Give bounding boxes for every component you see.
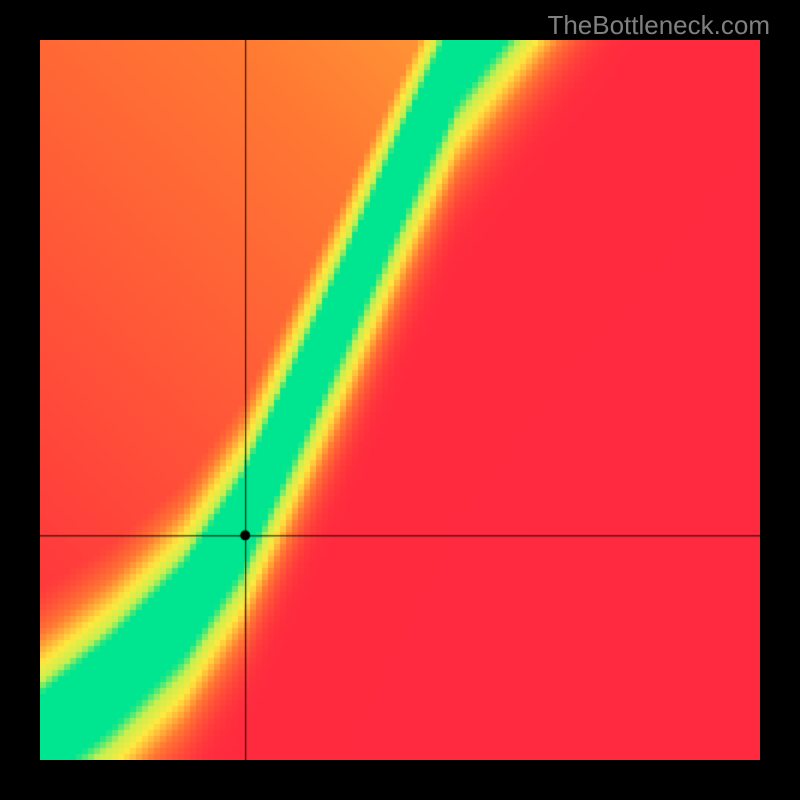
watermark-text: TheBottleneck.com — [547, 10, 770, 41]
chart-container: TheBottleneck.com — [0, 0, 800, 800]
crosshair-overlay — [40, 40, 760, 760]
